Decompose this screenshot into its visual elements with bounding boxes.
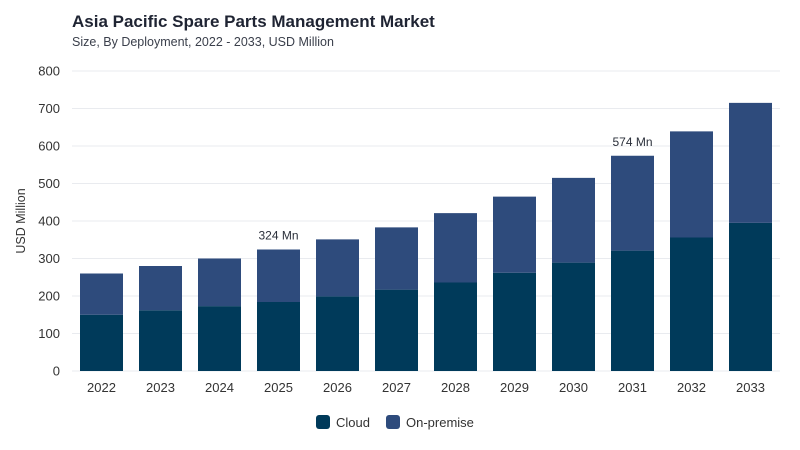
bar-cloud-2026 (316, 296, 359, 371)
y-tick-label: 200 (38, 289, 60, 304)
bar-on-premise-2030 (552, 177, 595, 263)
bar-cloud-2029 (493, 272, 536, 371)
y-tick-label: 600 (38, 139, 60, 154)
bar-on-premise-2022 (80, 273, 123, 315)
bar-on-premise-2024 (198, 258, 241, 307)
grid-lines (72, 70, 780, 372)
chart-title: Asia Pacific Spare Parts Management Mark… (72, 12, 435, 31)
x-tick-label: 2023 (146, 380, 175, 395)
bar-on-premise-2031 (611, 155, 654, 251)
bar-cloud-2027 (375, 289, 418, 371)
bars (80, 102, 772, 371)
bar-on-premise-2033 (729, 102, 772, 223)
x-tick-label: 2022 (87, 380, 116, 395)
legend-label-cloud: Cloud (336, 415, 370, 430)
bar-on-premise-2028 (434, 213, 477, 283)
bar-cloud-2025 (257, 302, 300, 371)
y-axis-ticks: 0 100 200 300 400 500 600 700 800 (38, 64, 60, 379)
x-tick-label: 2033 (736, 380, 765, 395)
bar-cloud-2031 (611, 250, 654, 371)
legend-swatch-on-premise (386, 415, 400, 429)
bar-on-premise-2029 (493, 196, 536, 273)
data-annotation-2025: 324 Mn (258, 229, 298, 243)
x-tick-label: 2025 (264, 380, 293, 395)
y-tick-label: 100 (38, 326, 60, 341)
bar-cloud-2028 (434, 282, 477, 371)
y-tick-label: 500 (38, 176, 60, 191)
x-axis-ticks: 2022 2023 2024 2025 2026 2027 2028 2029 2030 2031… (87, 380, 765, 395)
legend-label-on-premise: On-premise (406, 415, 474, 430)
bar-on-premise-2032 (670, 131, 713, 238)
bar-on-premise-2025 (257, 249, 300, 302)
y-tick-label: 700 (38, 101, 60, 116)
y-axis-label: USD Million (14, 188, 28, 253)
x-tick-label: 2024 (205, 380, 234, 395)
bar-cloud-2024 (198, 306, 241, 371)
x-tick-label: 2031 (618, 380, 647, 395)
bar-cloud-2023 (139, 310, 182, 371)
bar-cloud-2032 (670, 237, 713, 371)
legend-swatch-cloud (316, 415, 330, 429)
x-tick-label: 2029 (500, 380, 529, 395)
y-tick-label: 0 (53, 364, 60, 379)
bar-on-premise-2026 (316, 239, 359, 297)
x-tick-label: 2030 (559, 380, 588, 395)
data-annotation-2031: 574 Mn (612, 135, 652, 149)
y-tick-label: 800 (38, 64, 60, 79)
y-tick-label: 300 (38, 251, 60, 266)
bar-cloud-2022 (80, 314, 123, 371)
chart-subtitle: Size, By Deployment, 2022 - 2033, USD Mi… (72, 35, 334, 49)
legend: Cloud On-premise (316, 415, 474, 430)
annotations: 324 Mn 574 Mn (258, 135, 652, 243)
x-tick-label: 2028 (441, 380, 470, 395)
bar-on-premise-2027 (375, 227, 418, 290)
bar-cloud-2030 (552, 262, 595, 371)
bar-on-premise-2023 (139, 266, 182, 311)
x-tick-label: 2027 (382, 380, 411, 395)
x-tick-label: 2032 (677, 380, 706, 395)
y-tick-label: 400 (38, 214, 60, 229)
bar-cloud-2033 (729, 222, 772, 371)
x-tick-label: 2026 (323, 380, 352, 395)
